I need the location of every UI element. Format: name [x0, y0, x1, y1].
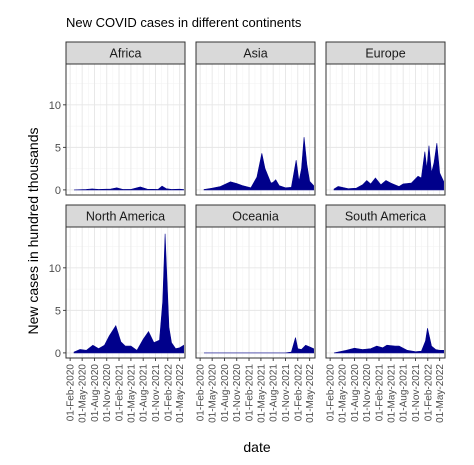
facet-strip-label: Oceania — [232, 210, 279, 224]
y-tick-label: 0 — [55, 185, 61, 197]
x-tick-label: 01-May-2020 — [78, 364, 89, 423]
panel-border — [325, 226, 446, 359]
x-tick-label: 01-Feb-2021 — [375, 364, 386, 422]
x-tick-label: 01-Nov-2021 — [151, 364, 162, 422]
panel-grid — [66, 64, 185, 195]
x-tick-label: 01-Nov-2021 — [281, 364, 292, 422]
x-tick-label: 01-Feb-2020 — [66, 364, 77, 422]
x-tick-label: 01-Feb-2022 — [293, 364, 304, 422]
facet-panel-asia: Asia — [195, 41, 316, 196]
x-tick-label: 01-May-2022 — [305, 364, 316, 423]
y-tick-label: 10 — [49, 100, 61, 112]
y-axis-title: New cases in hundred thousands — [25, 127, 41, 334]
x-tick-label: 01-Aug-2020 — [350, 364, 361, 422]
x-tick-label: 01-Feb-2022 — [423, 364, 434, 422]
x-tick-label: 01-Feb-2020 — [326, 364, 337, 422]
area-series-south-america — [333, 328, 444, 354]
panel-grid — [326, 227, 445, 358]
x-tick-label: 01-Aug-2021 — [139, 364, 150, 422]
y-tick-label: 10 — [49, 263, 61, 275]
panel-border — [195, 63, 316, 196]
x-tick-label: 01-Nov-2020 — [102, 364, 113, 422]
facet-panel-oceania: Oceania 01-Feb-2020 01-May-2020 01-Aug-2020… — [195, 204, 316, 423]
x-tick-label: 01-May-2021 — [126, 364, 137, 423]
y-tick-label: 5 — [55, 142, 61, 154]
facet-panels: Africa 0 5 10 Asia Europe North America 0 5 10 01-… — [49, 41, 446, 423]
x-axis-title: date — [243, 439, 270, 455]
facet-strip-label: Africa — [110, 47, 142, 61]
panel-border — [65, 63, 186, 196]
x-tick-label: 01-May-2021 — [386, 364, 397, 423]
y-tick-label: 0 — [55, 348, 61, 360]
panel-border — [325, 63, 446, 196]
chart-title: New COVID cases in different continents — [66, 15, 302, 30]
x-tick-label: 01-Nov-2020 — [232, 364, 243, 422]
x-tick-label: 01-Feb-2021 — [115, 364, 126, 422]
x-tick-label: 01-May-2021 — [256, 364, 267, 423]
x-tick-label: 01-May-2022 — [435, 364, 446, 423]
panel-grid — [196, 227, 315, 358]
facet-panel-africa: Africa 0 5 10 — [49, 41, 186, 197]
x-tick-label: 01-Aug-2021 — [269, 364, 280, 422]
x-tick-label: 01-Feb-2022 — [163, 364, 174, 422]
x-tick-label: 01-May-2022 — [175, 364, 186, 423]
facet-strip-label: South America — [345, 210, 426, 224]
x-tick-label: 01-Aug-2021 — [399, 364, 410, 422]
facet-strip-label: Europe — [365, 47, 405, 61]
x-tick-label: 01-May-2020 — [208, 364, 219, 423]
area-series-north-america — [73, 233, 184, 354]
facet-strip-label: Asia — [243, 47, 267, 61]
x-tick-label: 01-Aug-2020 — [90, 364, 101, 422]
facet-panel-europe: Europe — [325, 41, 446, 196]
x-tick-label: 01-May-2020 — [338, 364, 349, 423]
x-tick-label: 01-Nov-2021 — [411, 364, 422, 422]
area-series-europe — [333, 143, 444, 191]
facet-strip-label: North America — [86, 210, 165, 224]
panel-border — [65, 226, 186, 359]
panel-border — [195, 226, 316, 359]
x-tick-label: 01-Aug-2020 — [220, 364, 231, 422]
x-tick-label: 01-Nov-2020 — [362, 364, 373, 422]
area-series-asia — [203, 137, 314, 191]
area-series-oceania — [204, 337, 314, 354]
area-series-africa — [73, 185, 184, 191]
y-tick-label: 5 — [55, 305, 61, 317]
x-tick-label: 01-Feb-2021 — [245, 364, 256, 422]
x-tick-label: 01-Feb-2020 — [196, 364, 207, 422]
